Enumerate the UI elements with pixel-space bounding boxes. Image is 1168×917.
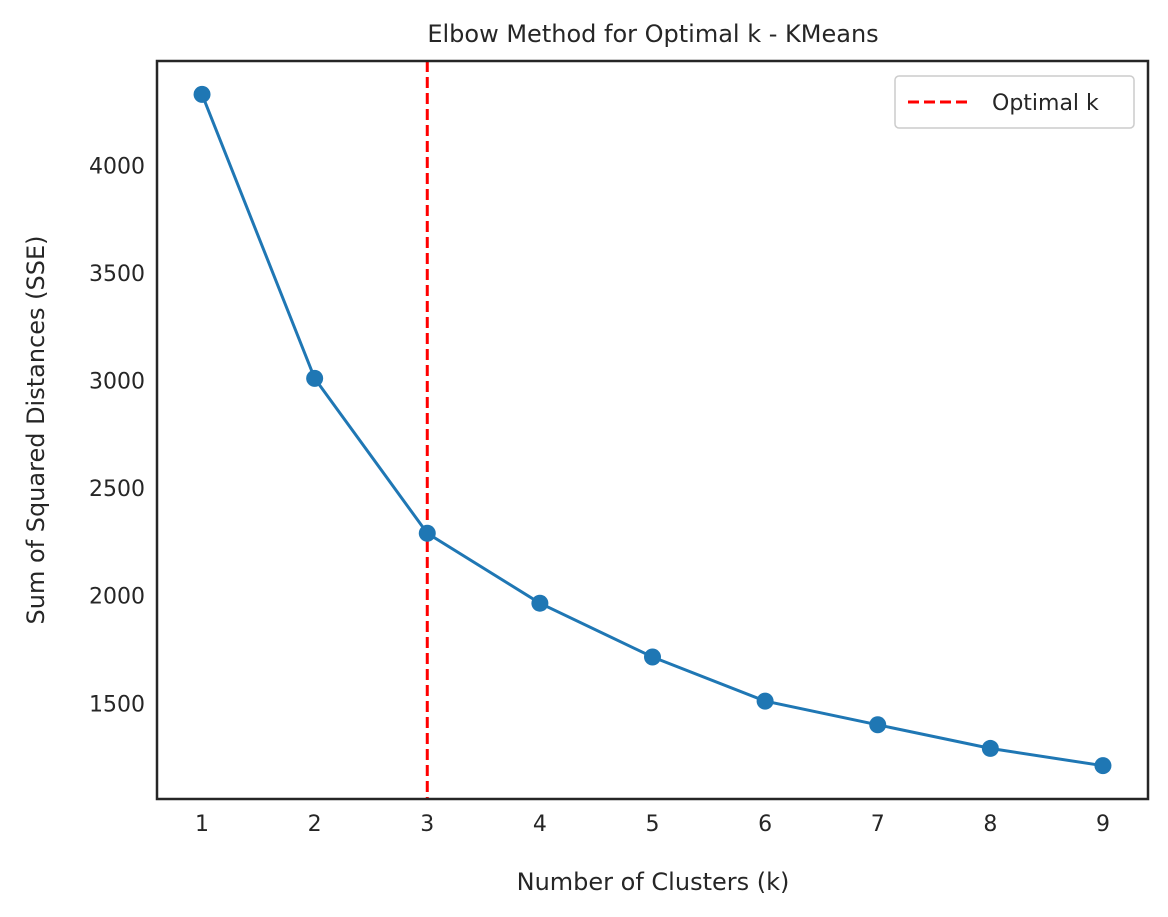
x-tick-label: 3 (420, 812, 434, 837)
legend: Optimal k (894, 75, 1135, 129)
y-tick-label: 1500 (89, 692, 145, 717)
y-tick-label: 2000 (89, 585, 145, 610)
y-tick-label: 2500 (89, 477, 145, 502)
legend-box (894, 75, 1135, 129)
axes-frame (155, 59, 1150, 801)
y-tick-label: 3000 (89, 370, 145, 395)
data-point-k7 (869, 716, 887, 734)
x-tick-label: 6 (758, 812, 772, 837)
x-tick-label: 2 (308, 812, 322, 837)
data-point-k5 (644, 648, 661, 666)
x-tick-label: 4 (533, 812, 547, 837)
x-tick-label: 9 (1096, 812, 1110, 837)
data-point-k4 (531, 594, 549, 612)
y-tick-label: 4000 (89, 154, 145, 179)
x-axis-label: Number of Clusters (k) (517, 868, 790, 896)
data-point-k1 (193, 85, 211, 103)
x-tick-label: 8 (983, 812, 997, 837)
data-point-k8 (981, 739, 999, 757)
x-tick-label: 1 (195, 812, 209, 837)
sse-series-points (193, 85, 1112, 775)
y-axis-label: Sum of Squared Distances (SSE) (22, 235, 50, 624)
chart-title: Elbow Method for Optimal k - KMeans (427, 20, 878, 48)
x-tick-label: 5 (646, 812, 660, 837)
data-point-k9 (1094, 757, 1112, 775)
y-axis-ticks: 1500 2000 2500 3000 3500 4000 (89, 154, 145, 717)
legend-label-optimal-k: Optimal k (992, 91, 1099, 116)
data-point-k3 (418, 524, 436, 542)
data-point-k6 (756, 692, 774, 710)
data-point-k2 (306, 369, 324, 387)
x-axis-ticks: 1 2 3 4 5 6 7 8 9 (195, 812, 1110, 837)
y-tick-label: 3500 (89, 262, 145, 287)
x-tick-label: 7 (871, 812, 885, 837)
